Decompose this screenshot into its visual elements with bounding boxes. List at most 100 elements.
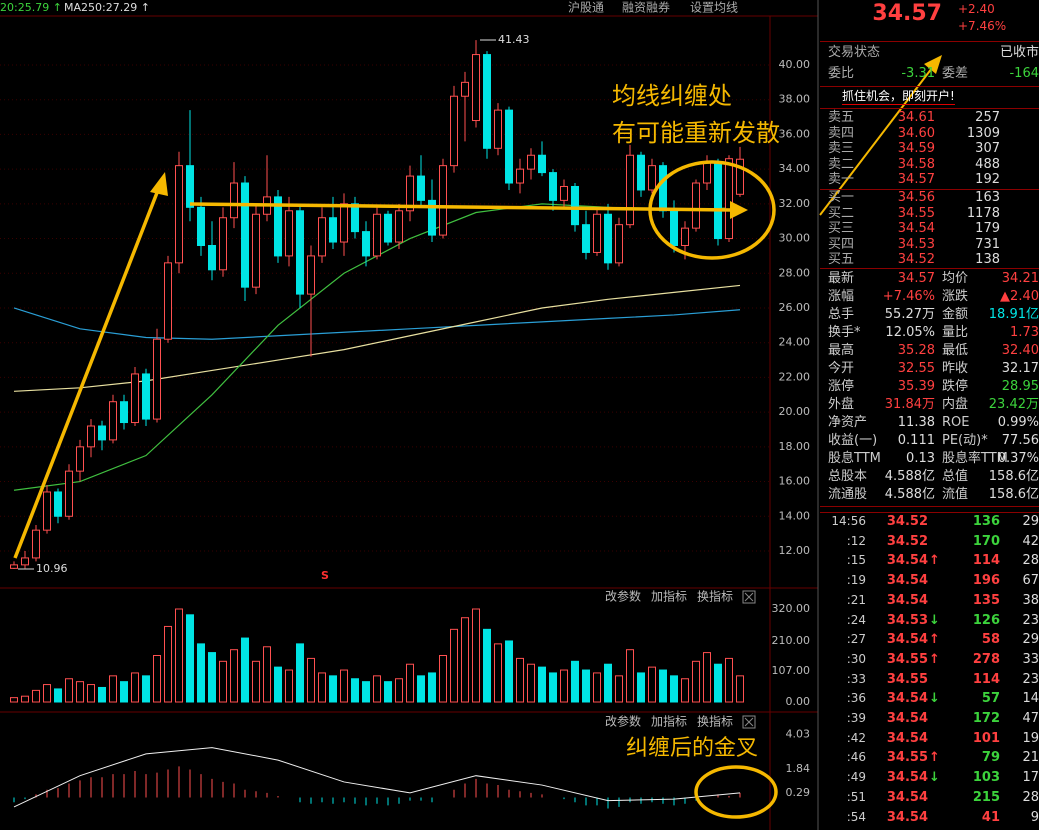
y-tick-label: 14.00 [779, 509, 811, 522]
candle-body [516, 168, 524, 184]
y-tick-label: 320.00 [772, 602, 811, 615]
book-price: 34.56 [897, 190, 935, 205]
arrow-head [150, 172, 168, 196]
tick-volume: 126 [972, 612, 1000, 628]
tick-volume: 79 [981, 750, 1000, 766]
stat-value: 4.588亿 [884, 487, 935, 502]
close-icon [744, 717, 754, 727]
stat-label: 最高 [828, 343, 855, 358]
panel-button: 改参数 [605, 714, 641, 729]
candle-body [626, 154, 634, 226]
volume-bar [197, 643, 205, 703]
macd-line [13, 747, 741, 808]
candle-body [10, 564, 18, 569]
y-tick-label: 28.00 [779, 266, 811, 279]
book-label: 卖一 [828, 172, 855, 187]
stat-label: 股息率TTM [942, 451, 1008, 466]
volume-bar [10, 697, 18, 703]
candle-body [32, 529, 40, 559]
tick-direction: ↓ [929, 770, 940, 786]
candle-body [725, 158, 733, 240]
volume-bar [175, 608, 183, 703]
field-label: 交易状态 [828, 45, 881, 60]
candle-body [428, 199, 436, 236]
tick-price: 34.54 [886, 730, 928, 746]
tick-volume: 278 [972, 651, 1000, 667]
stat-value: +7.46% [882, 289, 935, 304]
y-tick-label: 38.00 [779, 93, 811, 106]
candle-body [472, 54, 480, 122]
volume-bar [285, 669, 293, 703]
candle-body [582, 224, 590, 253]
candle-body [351, 203, 359, 233]
candle-body [593, 213, 601, 253]
stat-label: 涨停 [828, 379, 855, 394]
panel-button: 改参数 [605, 589, 641, 604]
candle-body [186, 165, 194, 208]
volume-bar [329, 675, 337, 703]
tick-volume: 215 [972, 789, 1000, 805]
tick-time: :24 [846, 612, 866, 627]
stat-value: 35.28 [897, 343, 935, 358]
highlight-ellipse [648, 160, 776, 260]
tick-time: :46 [846, 750, 866, 765]
y-tick-label: 0.29 [786, 786, 811, 799]
book-label: 买二 [828, 205, 855, 221]
arrow [189, 202, 733, 212]
tick-time: :19 [846, 573, 866, 588]
tick-time: :27 [846, 632, 866, 647]
candle-body [560, 185, 568, 201]
tick-direction: ↓ [929, 612, 940, 628]
stat-label: 最新 [828, 271, 855, 286]
candle-body [714, 161, 722, 240]
stat-label: 跌停 [942, 379, 969, 394]
book-volume: 257 [975, 110, 1000, 125]
panel-button: 换指标 [697, 714, 733, 729]
tick-price: 34.54 [886, 592, 928, 608]
volume-bar [406, 663, 414, 703]
tick-price: 34.54 [886, 789, 928, 805]
candle-body [274, 196, 282, 257]
section-divider [820, 108, 1039, 109]
candle-body [692, 182, 700, 229]
tick-count: 17 [1022, 770, 1039, 786]
open-account-banner[interactable]: 抓住机会，即刻开户! [842, 89, 955, 105]
volume-bar [98, 686, 106, 703]
candle-body [87, 425, 95, 448]
volume-bar [263, 646, 271, 703]
volume-bar [351, 678, 359, 703]
volume-bar [439, 655, 447, 703]
candle-body [230, 182, 238, 219]
candle-body [76, 446, 84, 472]
candle-body [43, 491, 51, 531]
section-divider [820, 268, 1039, 269]
volume-bar [65, 678, 73, 703]
tick-time: 14:56 [831, 514, 866, 528]
stat-value: 23.42万 [988, 397, 1039, 412]
volume-bar [670, 675, 678, 703]
stat-value: 0.111 [897, 433, 935, 448]
annotation: 有可能重新发散 [612, 119, 780, 147]
book-volume: 488 [975, 156, 1000, 172]
candle-body [681, 227, 689, 246]
stat-label: 流值 [942, 487, 969, 502]
moving-average [13, 307, 741, 340]
tick-time: :33 [846, 671, 866, 686]
volume-bar [131, 672, 139, 703]
volume-bar [417, 675, 425, 703]
field-label: 委差 [942, 66, 969, 81]
volume-bar [186, 614, 194, 703]
volume-bar [252, 660, 260, 703]
book-label: 卖二 [828, 156, 855, 172]
tick-count: 14 [1022, 691, 1039, 707]
candle-body [406, 175, 414, 212]
arrow [819, 67, 933, 216]
tick-count: 29 [1022, 514, 1039, 529]
candle-body [615, 224, 623, 264]
tick-count: 21 [1022, 750, 1039, 766]
section-divider [820, 189, 1039, 190]
candle-body [538, 154, 546, 174]
book-price: 34.54 [897, 221, 935, 236]
tick-volume: 136 [972, 514, 1000, 529]
